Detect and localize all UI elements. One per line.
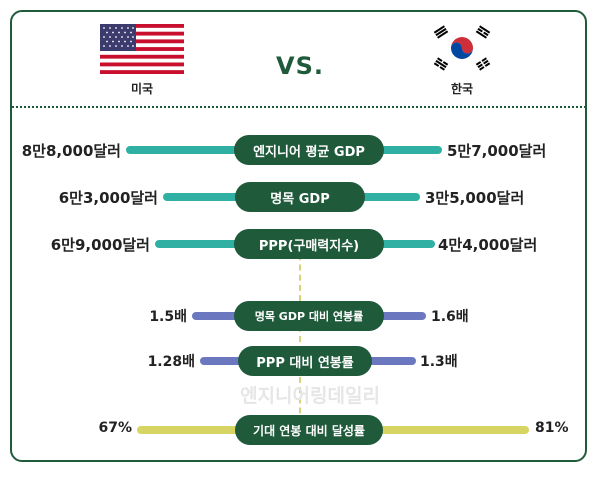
metric-pill: 명목 GDP	[235, 182, 365, 212]
left-value: 6만3,000달러	[58, 189, 158, 207]
section-divider	[12, 106, 586, 108]
bar-right	[355, 193, 420, 201]
bar-right	[366, 312, 426, 320]
right-value: 5만7,000달러	[447, 142, 547, 160]
watermark: 엔지니어링데일리	[240, 385, 380, 407]
right-value: 81%	[535, 420, 569, 436]
metric-pill: 엔지니어 평균 GDP	[234, 135, 384, 165]
bar-right	[352, 146, 442, 154]
left-value: 1.28배	[147, 354, 195, 370]
metric-pill: PPP 대비 연봉률	[238, 346, 372, 376]
right-value: 4만4,000달러	[438, 236, 538, 254]
kr-flag-icon	[431, 24, 493, 72]
bar-left	[137, 426, 247, 434]
country-label-right: 한국	[450, 82, 474, 96]
bar-right	[363, 426, 529, 434]
us-flag-icon	[100, 24, 184, 74]
bar-left	[200, 357, 248, 365]
metric-pill: 기대 연봉 대비 달성률	[235, 415, 383, 445]
infographic-frame	[10, 10, 587, 462]
right-value: 1.6배	[431, 309, 469, 325]
country-label-left: 미국	[130, 82, 154, 96]
left-value: 8만8,000달러	[21, 142, 121, 160]
bar-left	[163, 193, 245, 201]
right-value: 1.3배	[420, 354, 458, 370]
bar-right	[368, 357, 416, 365]
left-value: 1.5배	[149, 309, 187, 325]
bar-right	[375, 240, 435, 248]
right-value: 3만5,000달러	[425, 189, 525, 207]
bar-left	[126, 146, 246, 154]
bar-left	[155, 240, 243, 248]
left-value: 67%	[98, 420, 132, 436]
bar-left	[192, 312, 244, 320]
metric-pill: PPP(구매력지수)	[234, 229, 384, 259]
left-value: 6만9,000달러	[50, 236, 150, 254]
metric-pill: 명목 GDP 대비 연봉률	[234, 301, 384, 331]
center-guide-line	[299, 244, 301, 434]
vs-label: VS.	[276, 52, 324, 80]
